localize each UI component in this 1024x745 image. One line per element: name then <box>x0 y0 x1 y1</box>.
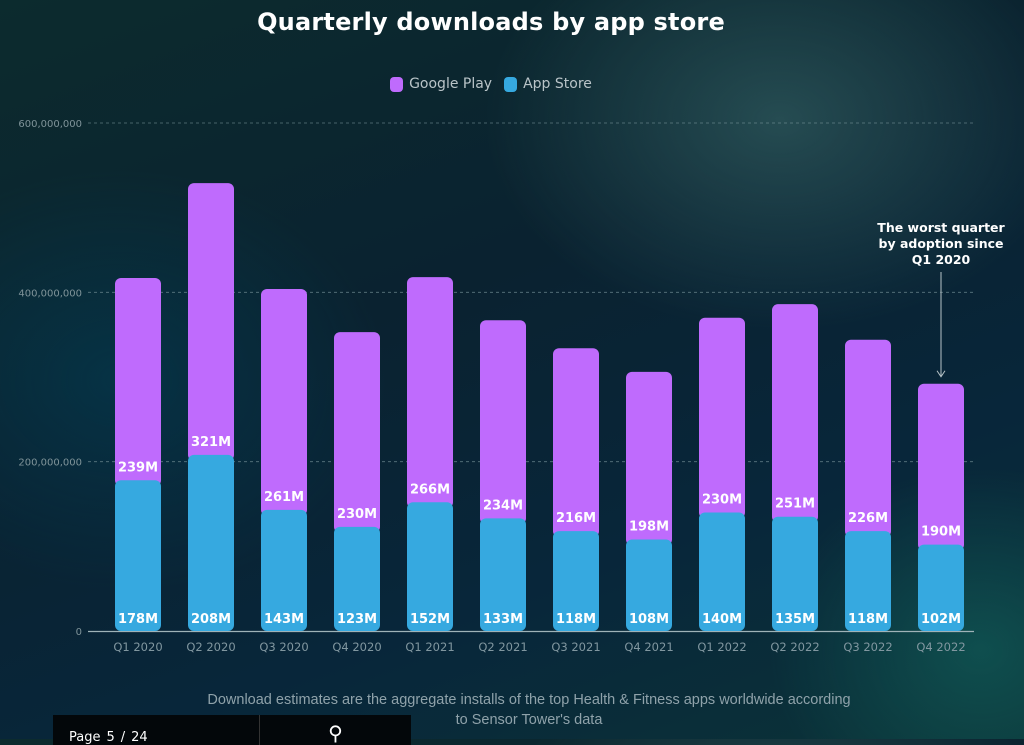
bar-google-play <box>334 332 380 533</box>
data-label-app-store: 118M <box>848 612 888 627</box>
bar-google-play <box>115 277 161 487</box>
bar-app-store <box>845 531 891 631</box>
y-tick-label: 200,000,000 <box>18 458 82 469</box>
footnote-line-1: Download estimates are the aggregate ins… <box>207 692 851 708</box>
annotation-arrowhead-icon <box>936 370 946 378</box>
bar-app-store <box>626 539 672 631</box>
x-tick-label: Q2 2020 <box>186 640 235 654</box>
bar-app-store <box>553 531 599 631</box>
x-tick-label: Q2 2021 <box>478 640 527 654</box>
bar-app-store <box>699 512 745 631</box>
y-tick-label: 600,000,000 <box>18 119 82 130</box>
bar-google-play <box>845 339 891 538</box>
data-label-google-play: 230M <box>337 507 377 522</box>
page-separator: / <box>120 730 126 745</box>
pdf-toolbar: Page 5 / 24 ⚲ <box>53 715 411 745</box>
x-tick-label: Q2 2022 <box>770 640 819 654</box>
chart-title: Quarterly downloads by app store <box>257 8 725 36</box>
data-label-google-play: 261M <box>264 490 304 505</box>
magnifier-icon[interactable]: ⚲ <box>328 721 343 745</box>
x-tick-label: Q4 2021 <box>624 640 673 654</box>
x-tick-label: Q3 2020 <box>259 640 308 654</box>
bar-google-play <box>480 320 526 525</box>
legend-label-google-play: Google Play <box>409 76 493 92</box>
bar-app-store <box>772 516 818 631</box>
data-label-google-play: 239M <box>118 460 158 475</box>
data-label-google-play: 226M <box>848 511 888 526</box>
y-tick-label: 400,000,000 <box>18 288 82 299</box>
data-label-app-store: 133M <box>483 612 523 627</box>
legend: Google Play App Store <box>0 76 982 92</box>
page-indicator: Page 5 / 24 <box>53 715 260 745</box>
x-tick-label: Q3 2022 <box>843 640 892 654</box>
x-tick-label: Q1 2022 <box>697 640 746 654</box>
data-label-app-store: 143M <box>264 612 304 627</box>
bar-app-store <box>334 526 380 631</box>
legend-label-app-store: App Store <box>523 76 592 92</box>
bar-google-play <box>261 288 307 516</box>
legend-swatch-google-play <box>390 76 404 92</box>
x-tick-label: Q4 2022 <box>916 640 965 654</box>
data-label-google-play: 321M <box>191 435 231 450</box>
x-tick-label: Q1 2020 <box>113 640 162 654</box>
zoom-controls: ⚲ <box>260 715 411 745</box>
bar-google-play <box>553 348 599 538</box>
bar-app-store <box>261 509 307 631</box>
footnote-line-2: to Sensor Tower's data <box>455 712 603 728</box>
data-label-app-store: 135M <box>775 612 815 627</box>
page-total: 24 <box>131 730 148 745</box>
x-tick-label: Q3 2021 <box>551 640 600 654</box>
bar-google-play <box>772 304 818 523</box>
data-label-app-store: 118M <box>556 612 596 627</box>
annotation-text: Q1 2020 <box>912 252 971 267</box>
page-current[interactable]: 5 <box>106 730 115 745</box>
bar-app-store <box>918 544 964 631</box>
bar-google-play <box>188 183 234 461</box>
bar-google-play <box>407 277 453 509</box>
data-label-google-play: 230M <box>702 492 742 507</box>
legend-item-app-store[interactable]: App Store <box>504 76 592 92</box>
data-label-google-play: 190M <box>921 525 961 540</box>
bar-app-store <box>188 454 234 631</box>
annotation-text: by adoption since <box>879 236 1004 251</box>
data-label-google-play: 251M <box>775 497 815 512</box>
x-tick-label: Q1 2021 <box>405 640 454 654</box>
data-label-google-play: 234M <box>483 498 523 513</box>
bar-app-store <box>115 480 161 631</box>
page-label: Page <box>69 730 101 745</box>
bar-google-play <box>626 371 672 546</box>
bar-google-play <box>699 317 745 519</box>
data-label-app-store: 140M <box>702 612 742 627</box>
data-label-google-play: 216M <box>556 511 596 526</box>
legend-item-google-play[interactable]: Google Play <box>390 76 492 92</box>
data-label-google-play: 198M <box>629 520 669 535</box>
annotation-text: The worst quarter <box>877 220 1005 235</box>
data-label-app-store: 152M <box>410 612 450 627</box>
legend-swatch-app-store <box>504 76 518 92</box>
x-tick-label: Q4 2020 <box>332 640 381 654</box>
bar-app-store <box>480 518 526 631</box>
data-label-app-store: 102M <box>921 612 961 627</box>
data-label-google-play: 266M <box>410 482 450 497</box>
data-label-app-store: 108M <box>629 612 669 627</box>
bar-app-store <box>407 502 453 631</box>
bar-google-play <box>918 383 964 551</box>
footnote: Download estimates are the aggregate ins… <box>0 690 1024 730</box>
data-label-app-store: 123M <box>337 612 377 627</box>
data-label-app-store: 178M <box>118 612 158 627</box>
y-tick-label: 0 <box>76 627 82 638</box>
data-label-app-store: 208M <box>191 612 231 627</box>
